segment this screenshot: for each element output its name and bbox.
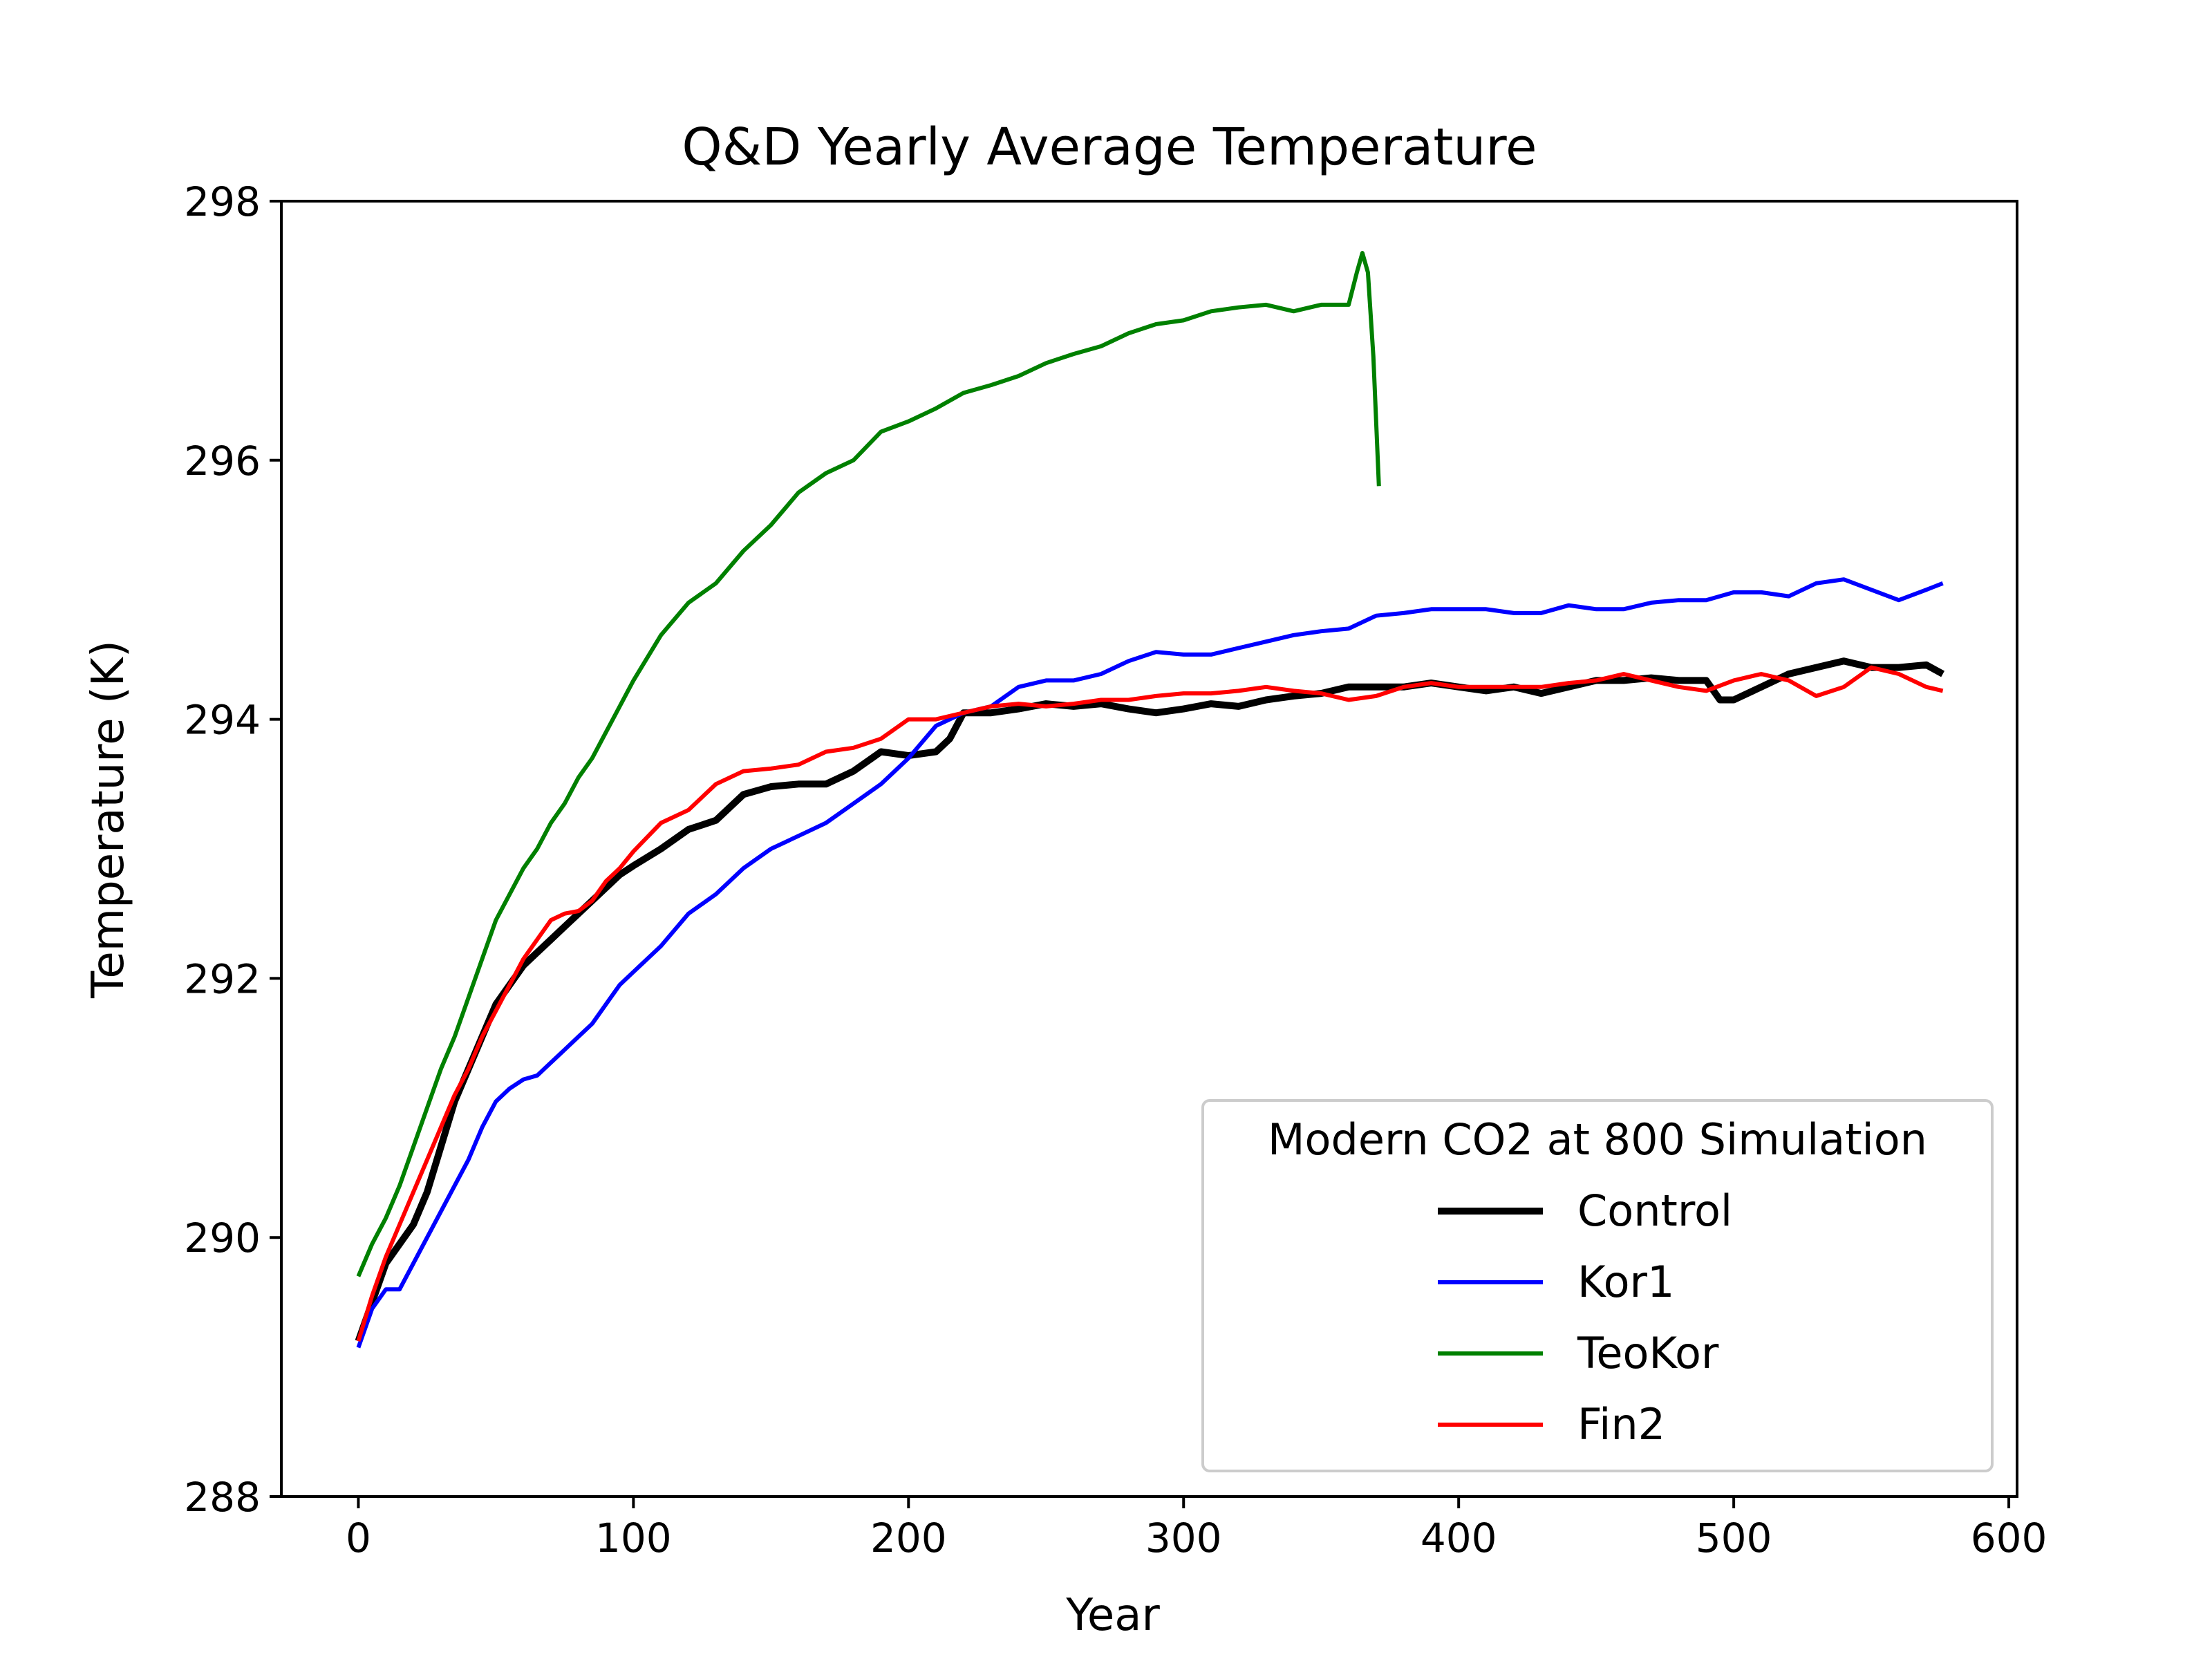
x-tick-label: 600	[1971, 1515, 2047, 1562]
y-tick-label: 288	[184, 1474, 261, 1521]
legend-title: Modern CO2 at 800 Simulation	[1268, 1114, 1927, 1165]
y-tick-label: 290	[184, 1215, 261, 1262]
y-axis-label: Temperature (K)	[83, 640, 134, 999]
x-tick-label: 100	[595, 1515, 672, 1562]
x-tick-label: 200	[870, 1515, 947, 1562]
legend-entries: Control Kor1 TeoKor Fin2	[1438, 1185, 1732, 1450]
legend-label-kor1: Kor1	[1577, 1257, 1674, 1307]
x-tick-label: 400	[1421, 1515, 1497, 1562]
chart-title: Q&D Yearly Average Temperature	[682, 118, 1537, 177]
axes-frame	[280, 200, 2018, 1498]
legend-label-fin2: Fin2	[1577, 1399, 1665, 1450]
x-tick-label: 500	[1696, 1515, 1772, 1562]
series-line-fin2	[356, 665, 1944, 1342]
legend: Modern CO2 at 800 Simulation Control Kor1…	[1201, 1099, 1994, 1472]
y-axis: 288 290 292 294 296 298	[184, 178, 281, 1521]
x-tick-label: 0	[346, 1515, 371, 1562]
legend-label-teokor: TeoKor	[1577, 1328, 1719, 1378]
legend-box	[1201, 1099, 1994, 1472]
series-layer	[355, 251, 1945, 1349]
y-tick-label: 294	[184, 697, 261, 744]
plot-area	[280, 200, 2018, 1498]
x-tick-label: 300	[1145, 1515, 1222, 1562]
y-tick-label: 292	[184, 955, 261, 1002]
x-axis-label: Year	[1065, 1590, 1160, 1641]
series-line-teokor	[356, 251, 1381, 1277]
series-line-kor1	[356, 577, 1944, 1349]
legend-label-control: Control	[1577, 1185, 1732, 1236]
y-tick-label: 298	[184, 178, 261, 225]
y-tick-label: 296	[184, 438, 261, 485]
x-axis: 0 100 200 300 400 500 600	[346, 1497, 2047, 1562]
